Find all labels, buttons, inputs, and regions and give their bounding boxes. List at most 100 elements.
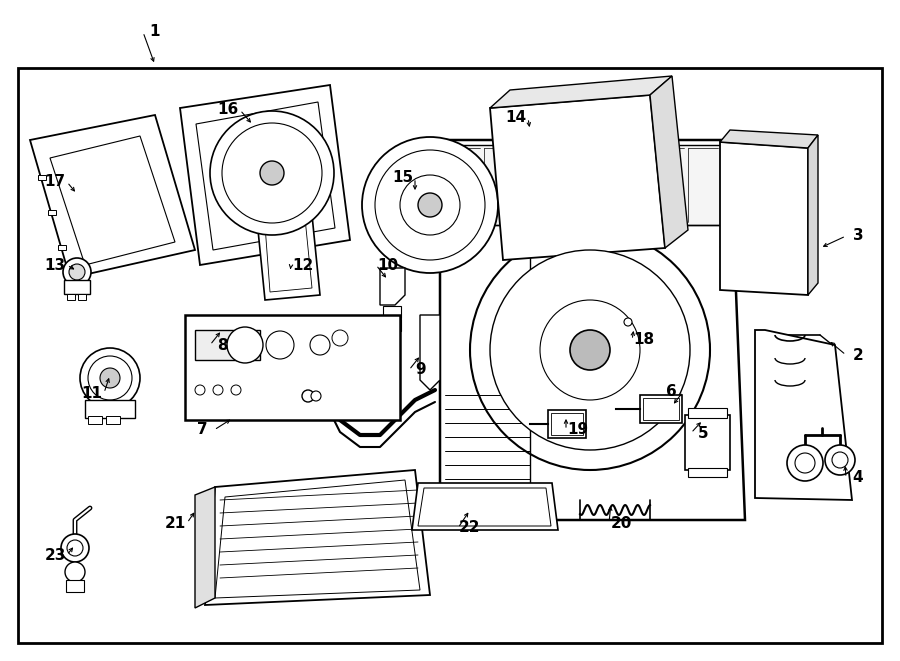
Polygon shape	[205, 470, 430, 605]
Bar	[551, 413, 583, 435]
Bar	[185, 315, 400, 420]
Circle shape	[67, 540, 83, 556]
Circle shape	[213, 385, 223, 395]
Text: 23: 23	[44, 547, 66, 563]
Circle shape	[88, 356, 132, 400]
Text: 9: 9	[416, 362, 427, 377]
Circle shape	[490, 250, 690, 450]
Polygon shape	[195, 487, 215, 608]
Polygon shape	[412, 483, 558, 530]
Text: 10: 10	[377, 258, 399, 272]
Bar	[67, 294, 75, 300]
Bar	[58, 245, 66, 250]
Text: 14: 14	[506, 110, 526, 126]
Bar	[64, 280, 90, 294]
Circle shape	[375, 150, 485, 260]
Bar	[106, 416, 120, 424]
Polygon shape	[50, 136, 175, 265]
Circle shape	[210, 111, 334, 235]
Circle shape	[470, 230, 710, 470]
Polygon shape	[720, 142, 808, 295]
Circle shape	[61, 534, 89, 562]
Polygon shape	[255, 195, 320, 300]
Text: 21: 21	[165, 516, 185, 531]
Bar	[18, 68, 882, 643]
Bar	[48, 210, 56, 215]
Polygon shape	[490, 95, 665, 260]
Circle shape	[63, 258, 91, 286]
Text: 8: 8	[217, 338, 228, 352]
Bar	[85, 400, 135, 418]
Circle shape	[100, 368, 120, 388]
Text: 3: 3	[852, 229, 863, 243]
Polygon shape	[440, 140, 745, 520]
Text: 19: 19	[567, 422, 589, 438]
Polygon shape	[30, 115, 195, 278]
Circle shape	[222, 123, 322, 223]
Circle shape	[302, 390, 314, 402]
Polygon shape	[264, 208, 312, 292]
Text: 17: 17	[44, 175, 66, 190]
Text: 4: 4	[852, 471, 863, 485]
Text: 22: 22	[459, 520, 481, 535]
Bar	[195, 330, 260, 360]
Circle shape	[231, 385, 241, 395]
Polygon shape	[490, 76, 672, 108]
Text: 5: 5	[698, 426, 708, 440]
Polygon shape	[720, 130, 818, 148]
Polygon shape	[418, 488, 551, 526]
Bar	[66, 580, 84, 592]
Circle shape	[825, 445, 855, 475]
Bar	[548, 410, 586, 438]
Polygon shape	[380, 268, 405, 305]
Text: 16: 16	[218, 102, 238, 118]
Circle shape	[332, 330, 348, 346]
Bar	[688, 468, 727, 477]
Polygon shape	[196, 102, 335, 250]
Polygon shape	[180, 85, 350, 265]
Polygon shape	[650, 76, 688, 248]
Text: 1: 1	[149, 24, 160, 40]
Text: 2: 2	[852, 348, 863, 362]
Polygon shape	[215, 480, 420, 598]
Circle shape	[624, 318, 632, 326]
Bar	[38, 175, 46, 180]
Circle shape	[195, 385, 205, 395]
Circle shape	[540, 300, 640, 400]
Text: 11: 11	[82, 385, 103, 401]
Text: 15: 15	[392, 171, 414, 186]
Circle shape	[310, 335, 330, 355]
Bar	[685, 415, 730, 470]
Polygon shape	[755, 330, 852, 500]
Bar	[445, 145, 725, 225]
Text: 7: 7	[197, 422, 207, 438]
Text: 12: 12	[292, 258, 313, 272]
Circle shape	[362, 137, 498, 273]
Text: 13: 13	[44, 258, 66, 272]
Circle shape	[787, 445, 823, 481]
Circle shape	[400, 175, 460, 235]
Circle shape	[227, 327, 263, 363]
Polygon shape	[420, 315, 440, 390]
Bar	[640, 395, 682, 423]
Circle shape	[80, 348, 140, 408]
Bar	[643, 398, 679, 420]
Text: 6: 6	[666, 385, 677, 399]
Bar	[78, 294, 86, 300]
Bar	[688, 408, 727, 418]
Circle shape	[795, 453, 815, 473]
Bar	[383, 319, 401, 331]
Circle shape	[266, 331, 294, 359]
Bar	[88, 416, 102, 424]
Circle shape	[570, 330, 610, 370]
Circle shape	[69, 264, 85, 280]
Text: 18: 18	[634, 332, 654, 348]
Text: 20: 20	[610, 516, 632, 531]
Polygon shape	[808, 135, 818, 295]
Circle shape	[65, 562, 85, 582]
Circle shape	[260, 161, 284, 185]
Circle shape	[832, 452, 848, 468]
Circle shape	[311, 391, 321, 401]
Bar	[383, 306, 401, 318]
Circle shape	[418, 193, 442, 217]
